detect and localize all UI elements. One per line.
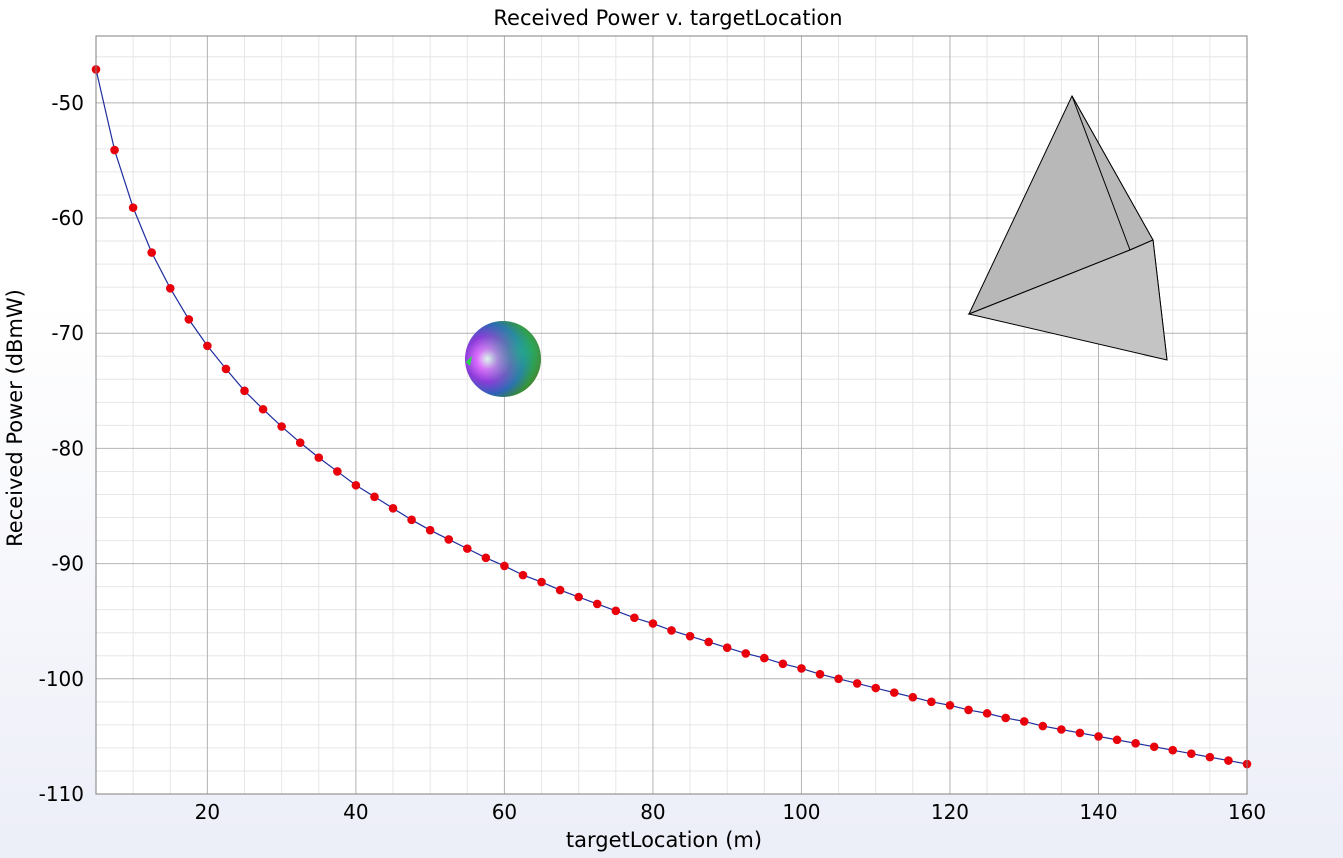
y-tick-label: -60 <box>51 206 84 230</box>
data-point <box>314 453 324 462</box>
y-tick-label: -80 <box>51 436 84 460</box>
x-tick-labels: 20 40 60 80 100 120 140 160 <box>195 800 1266 824</box>
data-point <box>462 544 472 553</box>
data-point <box>128 203 138 212</box>
data-point <box>1149 742 1159 752</box>
data-point <box>1057 725 1066 734</box>
y-tick-labels: -50 -60 -70 -80 -90 -100 -110 <box>39 91 84 806</box>
data-point <box>444 535 454 544</box>
x-tick-label: 140 <box>1079 800 1117 824</box>
data-point <box>221 364 231 374</box>
data-point <box>1038 721 1048 731</box>
y-tick-label: -90 <box>51 552 84 576</box>
data-point <box>982 709 992 718</box>
plot-border <box>95 35 1248 795</box>
data-point <box>667 626 676 635</box>
y-axis-label: Received Power (dBmW) <box>3 289 27 547</box>
data-point <box>592 599 602 609</box>
data-point <box>518 570 528 580</box>
data-point <box>351 480 361 490</box>
data-point <box>425 525 435 535</box>
data-point <box>574 592 583 602</box>
x-tick-label: 40 <box>343 800 368 824</box>
data-point <box>964 705 973 715</box>
data-point <box>630 613 639 623</box>
data-point <box>1224 756 1233 765</box>
data-point <box>1168 745 1178 755</box>
data-point <box>1187 749 1196 758</box>
antenna-sphere-icon <box>465 321 541 397</box>
data-point <box>1075 728 1085 738</box>
data-point <box>1001 713 1010 723</box>
data-point <box>370 492 379 502</box>
data-point <box>815 669 825 679</box>
data-point <box>277 422 286 431</box>
data-point <box>1131 739 1140 748</box>
chart-title: Received Power v. targetLocation <box>493 6 842 30</box>
y-tick-label: -70 <box>51 321 84 345</box>
data-point <box>481 553 491 563</box>
data-point <box>927 697 936 707</box>
data-point <box>834 674 843 684</box>
data-point <box>333 467 342 476</box>
data-point <box>1112 735 1122 745</box>
data-point <box>1205 752 1215 762</box>
x-tick-label: 120 <box>931 800 969 824</box>
data-point <box>778 659 788 669</box>
major-grid <box>96 36 1247 794</box>
y-tick-label: -50 <box>51 91 84 115</box>
data-point <box>203 341 212 351</box>
data-point <box>388 504 398 513</box>
data-point <box>240 386 249 396</box>
x-axis-label: targetLocation (m) <box>566 828 762 852</box>
data-point <box>797 664 806 673</box>
data-point <box>1094 732 1103 741</box>
data-point <box>889 688 899 697</box>
data-point <box>258 404 268 414</box>
x-tick-label: 160 <box>1228 800 1266 824</box>
x-tick-label: 80 <box>640 800 665 824</box>
data-point <box>611 606 621 616</box>
data-point <box>648 619 658 628</box>
tetrahedron-target-icon <box>967 94 1168 361</box>
data-point <box>1019 717 1029 726</box>
data-point <box>537 577 546 587</box>
data-point <box>295 438 305 447</box>
data-point <box>945 700 955 710</box>
x-tick-label: 100 <box>782 800 820 824</box>
data-point <box>184 315 194 324</box>
data-point <box>110 145 119 155</box>
data-point <box>147 248 156 257</box>
data-point <box>500 561 509 571</box>
data-point <box>555 585 565 595</box>
y-tick-label: -100 <box>39 667 84 691</box>
x-tick-label: 20 <box>195 800 220 824</box>
data-point <box>741 649 751 658</box>
data-point <box>165 283 175 293</box>
data-point <box>852 679 862 688</box>
y-tick-label: -110 <box>39 782 84 806</box>
data-point <box>871 683 881 693</box>
x-tick-label: 60 <box>492 800 517 824</box>
data-point <box>407 515 416 525</box>
data-point <box>908 692 918 702</box>
data-point <box>722 643 732 652</box>
data-point <box>704 637 713 647</box>
data-point <box>685 631 695 641</box>
data-point <box>760 653 769 663</box>
